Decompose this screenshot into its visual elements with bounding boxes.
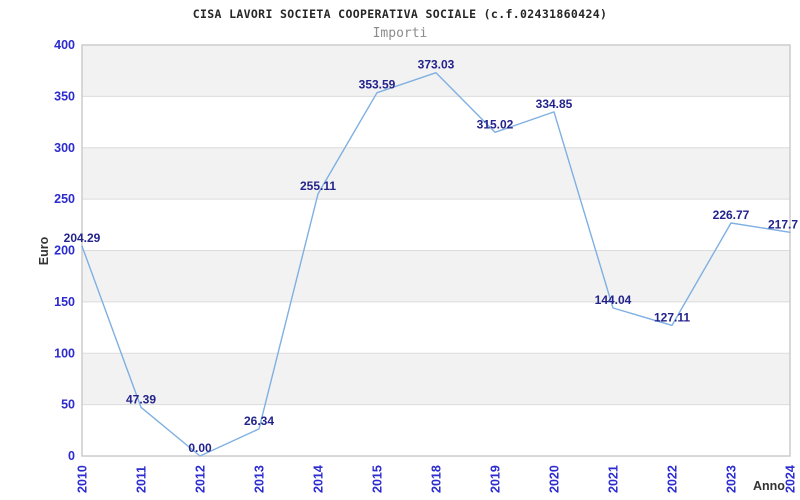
grid-band bbox=[82, 250, 790, 302]
x-tick-label: 2018 bbox=[430, 465, 444, 493]
y-tick-label: 50 bbox=[61, 398, 75, 412]
y-tick-label: 400 bbox=[54, 38, 75, 52]
x-axis-label: Anno bbox=[753, 479, 785, 493]
y-tick-label: 250 bbox=[54, 192, 75, 206]
data-point-label: 26.34 bbox=[244, 414, 274, 428]
x-tick-label: 2014 bbox=[312, 465, 326, 493]
grid-band bbox=[82, 353, 790, 405]
x-tick-label: 2010 bbox=[76, 465, 90, 493]
series-line bbox=[81, 72, 791, 457]
y-tick-label: 100 bbox=[54, 346, 75, 360]
data-point-label: 47.39 bbox=[126, 392, 156, 406]
data-point-label: 315.02 bbox=[477, 117, 514, 131]
x-tick-label: 2020 bbox=[548, 465, 562, 493]
x-tick-label: 2021 bbox=[607, 465, 621, 493]
y-tick-label: 350 bbox=[54, 89, 75, 103]
x-tick-label: 2023 bbox=[725, 465, 739, 493]
data-point-label: 204.29 bbox=[64, 231, 101, 245]
data-point-label: 255.11 bbox=[300, 179, 336, 193]
x-tick-label: 2011 bbox=[135, 466, 149, 493]
grid-band bbox=[82, 147, 790, 200]
y-tick-label: 200 bbox=[54, 244, 75, 258]
x-tick-label: 2022 bbox=[666, 465, 680, 493]
x-tick-label: 2019 bbox=[489, 465, 503, 493]
data-point-label: 127.11 bbox=[654, 310, 690, 324]
data-point-label: 334.85 bbox=[536, 97, 573, 111]
data-point-label: 373.03 bbox=[418, 58, 455, 72]
chart-title: CISA LAVORI SOCIETA COOPERATIVA SOCIALE … bbox=[192, 7, 608, 21]
x-tick-label: 2013 bbox=[253, 465, 267, 493]
y-tick-label: 150 bbox=[54, 295, 75, 309]
data-point-label: 226.77 bbox=[713, 208, 750, 222]
x-tick-label: 2012 bbox=[194, 465, 208, 493]
x-tick-label: 2024 bbox=[784, 465, 798, 493]
chart-subtitle: Importi bbox=[372, 26, 428, 41]
x-tick-label: 2015 bbox=[371, 465, 385, 493]
data-point-label: 217.7 bbox=[768, 217, 798, 231]
data-point-label: 0.00 bbox=[188, 441, 212, 455]
data-point-label: 353.59 bbox=[359, 78, 396, 92]
y-tick-label: 300 bbox=[54, 141, 75, 155]
y-tick-label: 0 bbox=[68, 449, 75, 463]
grid-band bbox=[82, 45, 790, 97]
plot-border bbox=[81, 44, 791, 457]
data-point-label: 144.04 bbox=[595, 293, 632, 307]
